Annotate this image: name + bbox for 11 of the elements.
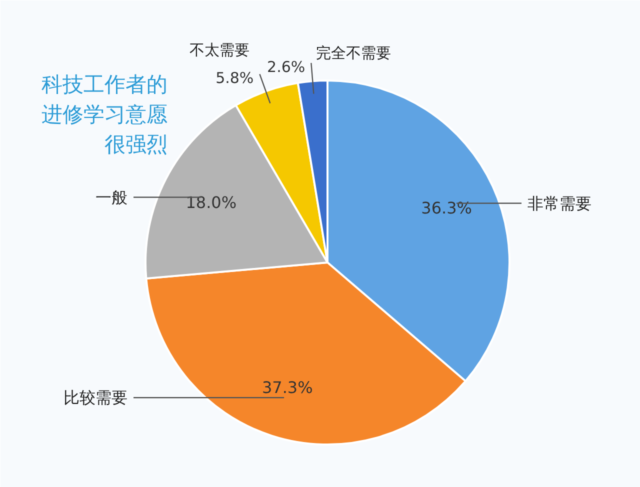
slice-label: 完全不需要	[316, 44, 392, 62]
text: 科技工作者的进修学习意愿很强烈	[42, 72, 168, 156]
data-label: 2.6%	[267, 58, 306, 76]
slice-label: 非常需要	[528, 194, 592, 213]
data-label: 5.8%	[216, 69, 254, 88]
slice-label: 不太需要	[190, 41, 250, 60]
data-label: 37.3%	[262, 378, 313, 397]
slice-label: 比较需要	[64, 388, 128, 408]
slice-label: 一般	[96, 188, 128, 207]
data-label: 36.3%	[421, 198, 472, 218]
data-label: 18.0%	[186, 192, 237, 212]
